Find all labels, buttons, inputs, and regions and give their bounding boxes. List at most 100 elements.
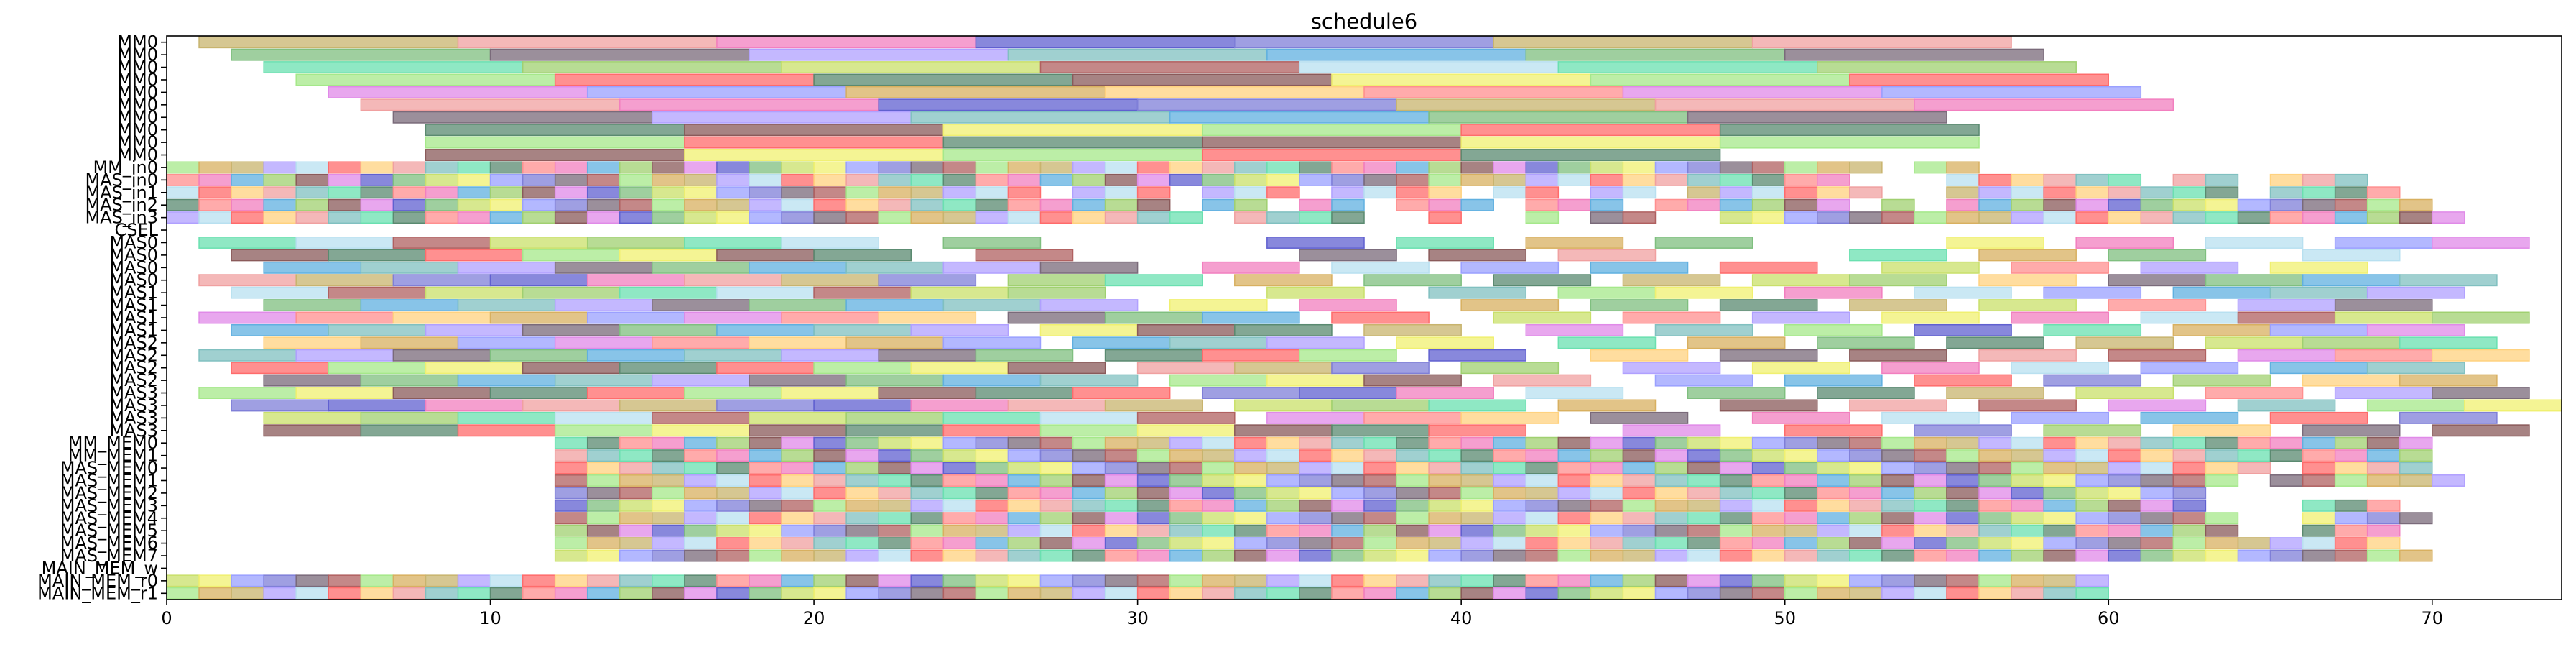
gantt-bar <box>813 499 847 512</box>
gantt-bar <box>2366 499 2401 512</box>
gantt-bar <box>295 587 330 600</box>
gantt-bar <box>749 161 782 174</box>
gantt-bar <box>1849 249 1947 262</box>
gantt-bar <box>1460 173 1494 186</box>
gantt-bar <box>2043 512 2077 525</box>
gantt-bar <box>1622 436 1657 449</box>
gantt-bar <box>1136 186 1171 199</box>
gantt-bar <box>1331 424 1430 437</box>
gantt-bar <box>1817 487 1850 500</box>
gantt-bar <box>2043 449 2077 462</box>
gantt-bar <box>2205 537 2239 550</box>
gantt-bar <box>1849 512 1883 525</box>
gantt-bar <box>1136 362 1236 375</box>
gantt-bar <box>619 474 653 487</box>
gantt-bar <box>749 186 782 199</box>
gantt-bar <box>554 211 588 224</box>
gantt-bar <box>813 524 847 537</box>
gantt-bar <box>781 474 815 487</box>
gantt-bar <box>1687 336 1786 349</box>
gantt-bar <box>2366 449 2401 462</box>
gantt-bar <box>2140 186 2174 199</box>
gantt-bar <box>1622 499 1657 512</box>
gantt-bar <box>1460 362 1560 375</box>
gantt-bar <box>1557 61 1818 74</box>
gantt-bar <box>2432 387 2530 399</box>
gantt-bar <box>910 173 945 186</box>
gantt-bar <box>457 411 556 424</box>
gantt-bar <box>392 237 491 249</box>
gantt-bar <box>1493 512 1527 525</box>
gantt-bar <box>2366 286 2465 299</box>
gantt-bar <box>845 198 879 211</box>
gantt-bar <box>684 173 718 186</box>
gantt-bar <box>1299 524 1333 537</box>
gantt-bar <box>522 198 556 211</box>
gantt-bar <box>1201 512 1236 525</box>
y-tick-label: MM0 <box>117 82 158 102</box>
gantt-bar <box>198 211 232 224</box>
gantt-bar <box>328 574 362 587</box>
gantt-bar <box>1201 124 1462 137</box>
gantt-bar <box>1719 436 1753 449</box>
gantt-bar <box>586 186 621 199</box>
gantt-bar <box>2399 512 2433 525</box>
gantt-bar <box>1622 161 1657 174</box>
gantt-bar <box>1266 487 1300 500</box>
gantt-bar <box>1299 449 1333 462</box>
gantt-bar <box>360 186 394 199</box>
gantt-bar <box>1525 587 1560 600</box>
gantt-bar <box>2011 261 2109 274</box>
gantt-bar <box>716 249 815 262</box>
gantt-bar <box>716 211 750 224</box>
gantt-bar <box>1363 186 1397 199</box>
gantt-bar <box>2334 474 2368 487</box>
gantt-bar <box>2334 524 2368 537</box>
gantt-bar <box>392 198 427 211</box>
gantt-bar <box>910 362 1009 375</box>
gantt-bar <box>1136 587 1171 600</box>
gantt-bar <box>1136 198 1171 211</box>
gantt-bar <box>975 512 1009 525</box>
y-tick-label: CSEL <box>114 220 158 240</box>
gantt-bar <box>1590 299 1689 312</box>
gantt-bar <box>1687 436 1721 449</box>
gantt-bar <box>1849 474 1883 487</box>
gantt-bar <box>360 161 394 174</box>
gantt-bar <box>1493 474 1527 487</box>
gantt-bar <box>1914 549 1947 562</box>
gantt-bar <box>1817 449 1850 462</box>
gantt-bar <box>1039 499 1074 512</box>
gantt-bar <box>2399 449 2433 462</box>
gantt-bar <box>1751 362 1850 375</box>
gantt-bar <box>1007 311 1106 324</box>
gantt-bar <box>554 512 588 525</box>
gantt-bar <box>1978 549 2012 562</box>
gantt-bar <box>231 186 264 199</box>
gantt-bar <box>781 549 815 562</box>
gantt-bar <box>1978 474 2012 487</box>
gantt-bar <box>619 362 718 375</box>
gantt-bar <box>1654 374 1753 387</box>
gantt-bar <box>2366 399 2465 412</box>
gantt-bar <box>198 186 232 199</box>
gantt-bar <box>1299 299 1397 312</box>
gantt-bar <box>975 587 1009 600</box>
gantt-bar <box>2172 537 2207 550</box>
gantt-bar <box>1104 512 1139 525</box>
gantt-bar <box>2140 462 2174 474</box>
gantt-bar <box>781 487 815 500</box>
gantt-bar <box>716 449 750 462</box>
gantt-bar <box>1072 387 1171 399</box>
gantt-bar <box>1169 299 1268 312</box>
gantt-bar <box>1719 449 1753 462</box>
gantt-bar <box>1007 286 1106 299</box>
gantt-bar <box>1104 462 1139 474</box>
gantt-bar <box>1590 198 1624 211</box>
gantt-bar <box>1978 299 2077 312</box>
gantt-bar <box>2108 173 2142 186</box>
gantt-bar <box>2269 362 2368 375</box>
gantt-bar <box>1201 524 1236 537</box>
gantt-bar <box>652 449 685 462</box>
gantt-bar <box>1914 161 1947 174</box>
